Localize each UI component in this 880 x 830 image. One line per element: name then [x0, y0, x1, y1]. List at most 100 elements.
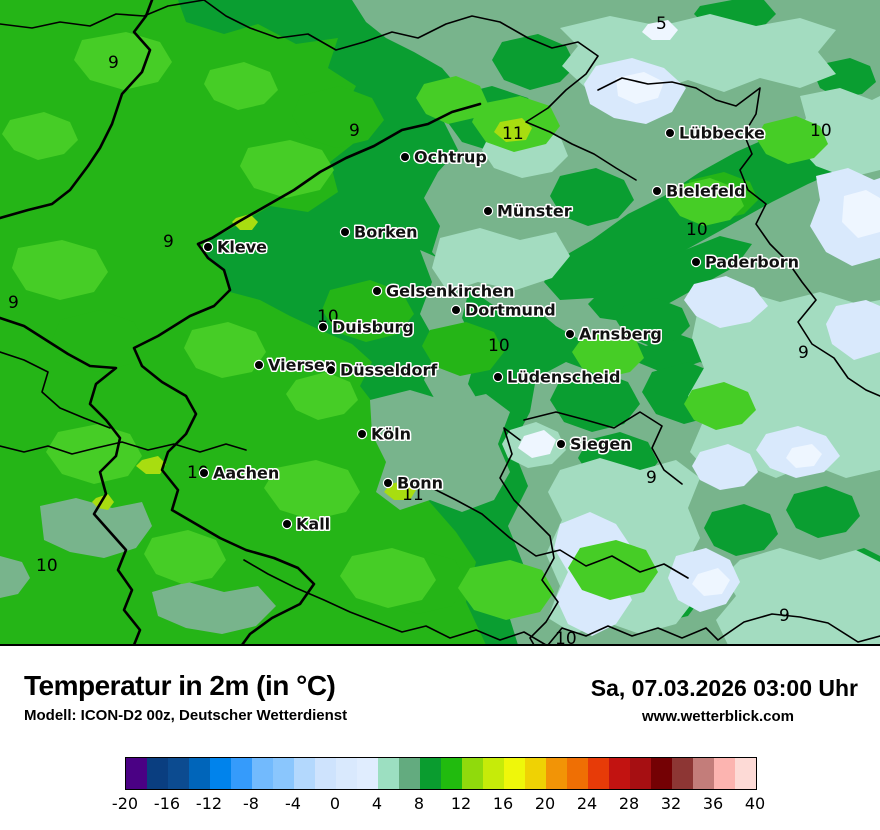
city-dot — [198, 467, 210, 479]
temp-value-label: 10 — [810, 121, 832, 141]
city-dot — [281, 518, 293, 530]
country-border — [0, 0, 154, 220]
temp-value-label: 10 — [555, 629, 577, 646]
city-marker: Köln — [356, 423, 412, 445]
legend-tick-label: -8 — [243, 794, 259, 813]
city-dot — [317, 321, 329, 333]
website-credit: www.wetterblick.com — [642, 708, 794, 725]
district-border — [523, 411, 683, 485]
legend-tick-label: 0 — [329, 794, 341, 813]
city-dot — [555, 438, 567, 450]
city-label: Düsseldorf — [340, 361, 438, 380]
temp-value-label: 9 — [349, 121, 360, 141]
city-dot — [482, 205, 494, 217]
city-dot — [356, 428, 368, 440]
city-marker: Kleve — [202, 236, 269, 258]
temp-value-label: 9 — [798, 343, 809, 363]
legend-color-segment — [672, 758, 693, 789]
legend-color-segment — [294, 758, 315, 789]
city-label: Gelsenkirchen — [386, 282, 514, 301]
city-label: Siegen — [570, 435, 632, 454]
city-label: Dortmund — [465, 301, 556, 320]
district-border — [0, 441, 247, 455]
city-marker: Dortmund — [450, 299, 557, 321]
legend-tick-label: 20 — [534, 794, 556, 813]
temp-value-label: 9 — [646, 468, 657, 488]
city-label: Bonn — [397, 474, 443, 493]
legend-color-segment — [504, 758, 525, 789]
legend-color-segment — [483, 758, 504, 789]
city-marker: Lüdenscheid — [492, 366, 622, 388]
legend-color-segment — [693, 758, 714, 789]
legend-color-segment — [714, 758, 735, 789]
legend-tick-label: -16 — [153, 794, 181, 813]
city-dot — [371, 285, 383, 297]
city-marker: Bonn — [382, 472, 444, 494]
legend-color-segment — [126, 758, 147, 789]
city-dot — [690, 256, 702, 268]
legend-tick-label: -12 — [195, 794, 223, 813]
temperature-field-layer — [0, 0, 880, 646]
temp-value-label: 5 — [656, 14, 667, 34]
legend-color-segment — [336, 758, 357, 789]
legend-tick-labels: -20 -16 -12 -8 -4 0 4 8 12 16 20 24 28 32 36 40 — [0, 794, 880, 816]
city-label: Lüdenscheid — [507, 368, 620, 387]
district-border — [499, 427, 559, 646]
legend-color-segment — [168, 758, 189, 789]
legend-color-segment — [735, 758, 756, 789]
city-label: Viersen — [268, 356, 336, 375]
city-label: Arnsberg — [579, 325, 662, 344]
district-border — [0, 0, 205, 29]
legend-tick-label: 8 — [413, 794, 425, 813]
city-label: Kall — [296, 515, 330, 534]
city-dot — [325, 364, 337, 376]
district-border — [547, 613, 880, 646]
city-dot — [492, 371, 504, 383]
legend-tick-label: 36 — [702, 794, 724, 813]
city-label: Paderborn — [705, 253, 799, 272]
legend-color-segment — [441, 758, 462, 789]
city-marker: Lübbecke — [664, 122, 767, 144]
legend-color-segment — [357, 758, 378, 789]
city-marker: Münster — [482, 200, 573, 222]
city-dot — [651, 185, 663, 197]
state-borders-layer — [0, 0, 880, 646]
legend-tick-label: 12 — [450, 794, 472, 813]
city-marker: Aachen — [198, 462, 281, 484]
legend-color-segment — [462, 758, 483, 789]
page-title: Temperatur in 2m (in °C) — [24, 670, 336, 701]
city-label: Kleve — [217, 238, 267, 257]
legend-tick-label: 16 — [492, 794, 514, 813]
forecast-datetime: Sa, 07.03.2026 03:00 Uhr — [590, 675, 858, 701]
city-label: Bielefeld — [666, 182, 746, 201]
city-label: Lübbecke — [679, 124, 765, 143]
city-dot — [202, 241, 214, 253]
legend-color-segment — [609, 758, 630, 789]
district-border — [0, 351, 111, 429]
city-markers-layer: Ochtrup Münster Lübbecke Bielefeld Kleve Bork… — [198, 122, 801, 535]
city-label: Münster — [497, 202, 572, 221]
city-label: Borken — [354, 223, 418, 242]
legend-color-segment — [588, 758, 609, 789]
legend-color-segment — [378, 758, 399, 789]
legend-color-segment — [630, 758, 651, 789]
city-marker: Duisburg — [317, 316, 415, 338]
temp-value-label: 9 — [779, 606, 790, 626]
city-label: Aachen — [213, 464, 279, 483]
temp-value-label: 11 — [402, 485, 424, 505]
legend-tick-label: 40 — [744, 794, 766, 813]
city-marker: Düsseldorf — [325, 359, 440, 381]
temp-value-label: 9 — [163, 232, 174, 252]
legend-color-segment — [210, 758, 231, 789]
legend-color-segment — [273, 758, 294, 789]
legend-color-segment — [147, 758, 168, 789]
city-dot — [450, 304, 462, 316]
map-container: 9 5 9 11 10 9 10 9 10 10 9 10 9 11 10 9 10 Ochtrup Münste… — [0, 0, 880, 646]
city-marker: Siegen — [555, 433, 633, 455]
legend-color-segment — [399, 758, 420, 789]
temp-value-label: 9 — [108, 53, 119, 73]
city-dot — [339, 226, 351, 238]
